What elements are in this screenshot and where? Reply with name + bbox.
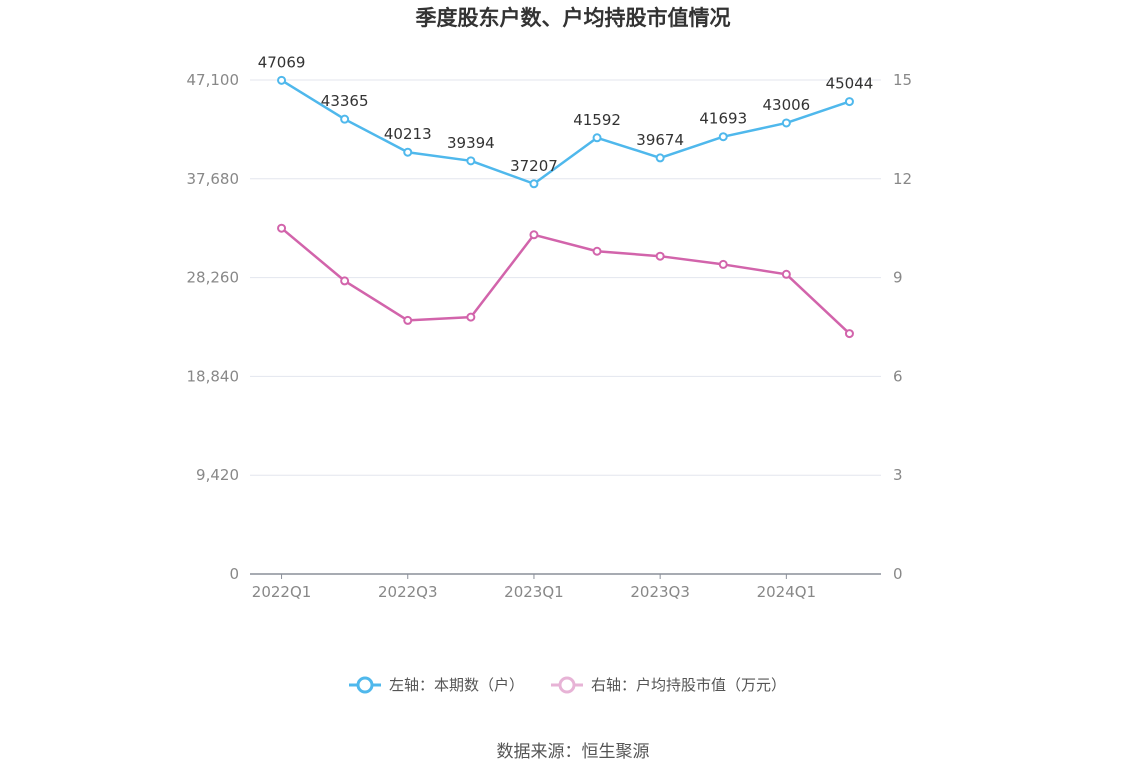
data-point-right (718, 259, 728, 269)
left-tick-label: 28,260 (187, 269, 240, 287)
right-tick-label: 12 (893, 170, 912, 188)
left-tick-label: 18,840 (187, 367, 240, 385)
x-tick-label: 2022Q1 (252, 583, 312, 601)
right-tick-label: 3 (893, 466, 903, 484)
series-line-right (280, 227, 851, 335)
data-point-right (529, 230, 539, 240)
source-note: 数据来源：恒生聚源 (497, 742, 650, 762)
right-tick-label: 6 (893, 367, 903, 385)
data-point-left (403, 147, 413, 157)
legend-label-left: 左轴：本期数（户） (389, 676, 524, 694)
data-point-right (592, 246, 602, 256)
left-tick-label: 37,680 (187, 170, 240, 188)
legend-marker-left (356, 676, 374, 694)
right-tick-label: 15 (893, 71, 912, 89)
left-tick-label: 47,100 (187, 71, 240, 89)
legend-item-right[interactable]: 右轴：户均持股市值（万元） (551, 676, 786, 694)
x-tick-label: 2023Q1 (504, 583, 564, 601)
series-line-left (280, 79, 850, 186)
data-point-right (655, 251, 665, 261)
data-point-right (844, 329, 854, 339)
legend-label-right: 右轴：户均持股市值（万元） (591, 676, 786, 694)
legend-marker-right (558, 676, 576, 694)
data-point-left (466, 156, 476, 166)
data-point-left (844, 97, 854, 107)
data-point-right (466, 312, 476, 322)
data-labels: 47069 43365 40213 39394 37207 41592 39674 41693… (258, 53, 874, 174)
x-tick-label: 2022Q3 (378, 583, 438, 601)
data-point-left (655, 153, 665, 163)
left-tick-label: 9,420 (196, 466, 239, 484)
x-tick-label: 2024Q1 (757, 583, 817, 601)
data-point-left (592, 133, 602, 143)
data-point-right (277, 223, 287, 233)
data-label: 45044 (826, 75, 874, 93)
data-point-right (403, 315, 413, 325)
data-label: 43006 (762, 96, 810, 114)
legend: 左轴：本期数（户） 右轴：户均持股市值（万元） (349, 676, 786, 694)
data-point-left (340, 114, 350, 124)
data-label: 47069 (258, 53, 306, 71)
axes: 0 0 9,420 3 18,840 6 28,260 9 37,680 12 47,100 15 20… (187, 71, 913, 601)
grid (250, 79, 881, 476)
data-label: 37207 (510, 157, 558, 175)
data-label: 39394 (447, 134, 495, 152)
chart-title: 季度股东户数、户均持股市值情况 (416, 6, 731, 30)
right-tick-label: 9 (893, 269, 903, 287)
x-tick-label: 2023Q3 (630, 583, 690, 601)
data-label: 39674 (636, 131, 684, 149)
data-label: 40213 (384, 125, 432, 143)
data-point-left (781, 118, 791, 128)
data-label: 41592 (573, 111, 621, 129)
data-point-left (277, 75, 287, 85)
data-point-left (718, 132, 728, 142)
data-point-right (340, 276, 350, 286)
legend-item-left[interactable]: 左轴：本期数（户） (349, 676, 524, 694)
left-tick-label: 0 (229, 565, 239, 583)
right-tick-label: 0 (893, 565, 903, 583)
data-point-left (529, 179, 539, 189)
data-label: 43365 (321, 92, 369, 110)
data-point-right (781, 269, 791, 279)
data-label: 41693 (699, 110, 747, 128)
series (277, 75, 854, 339)
